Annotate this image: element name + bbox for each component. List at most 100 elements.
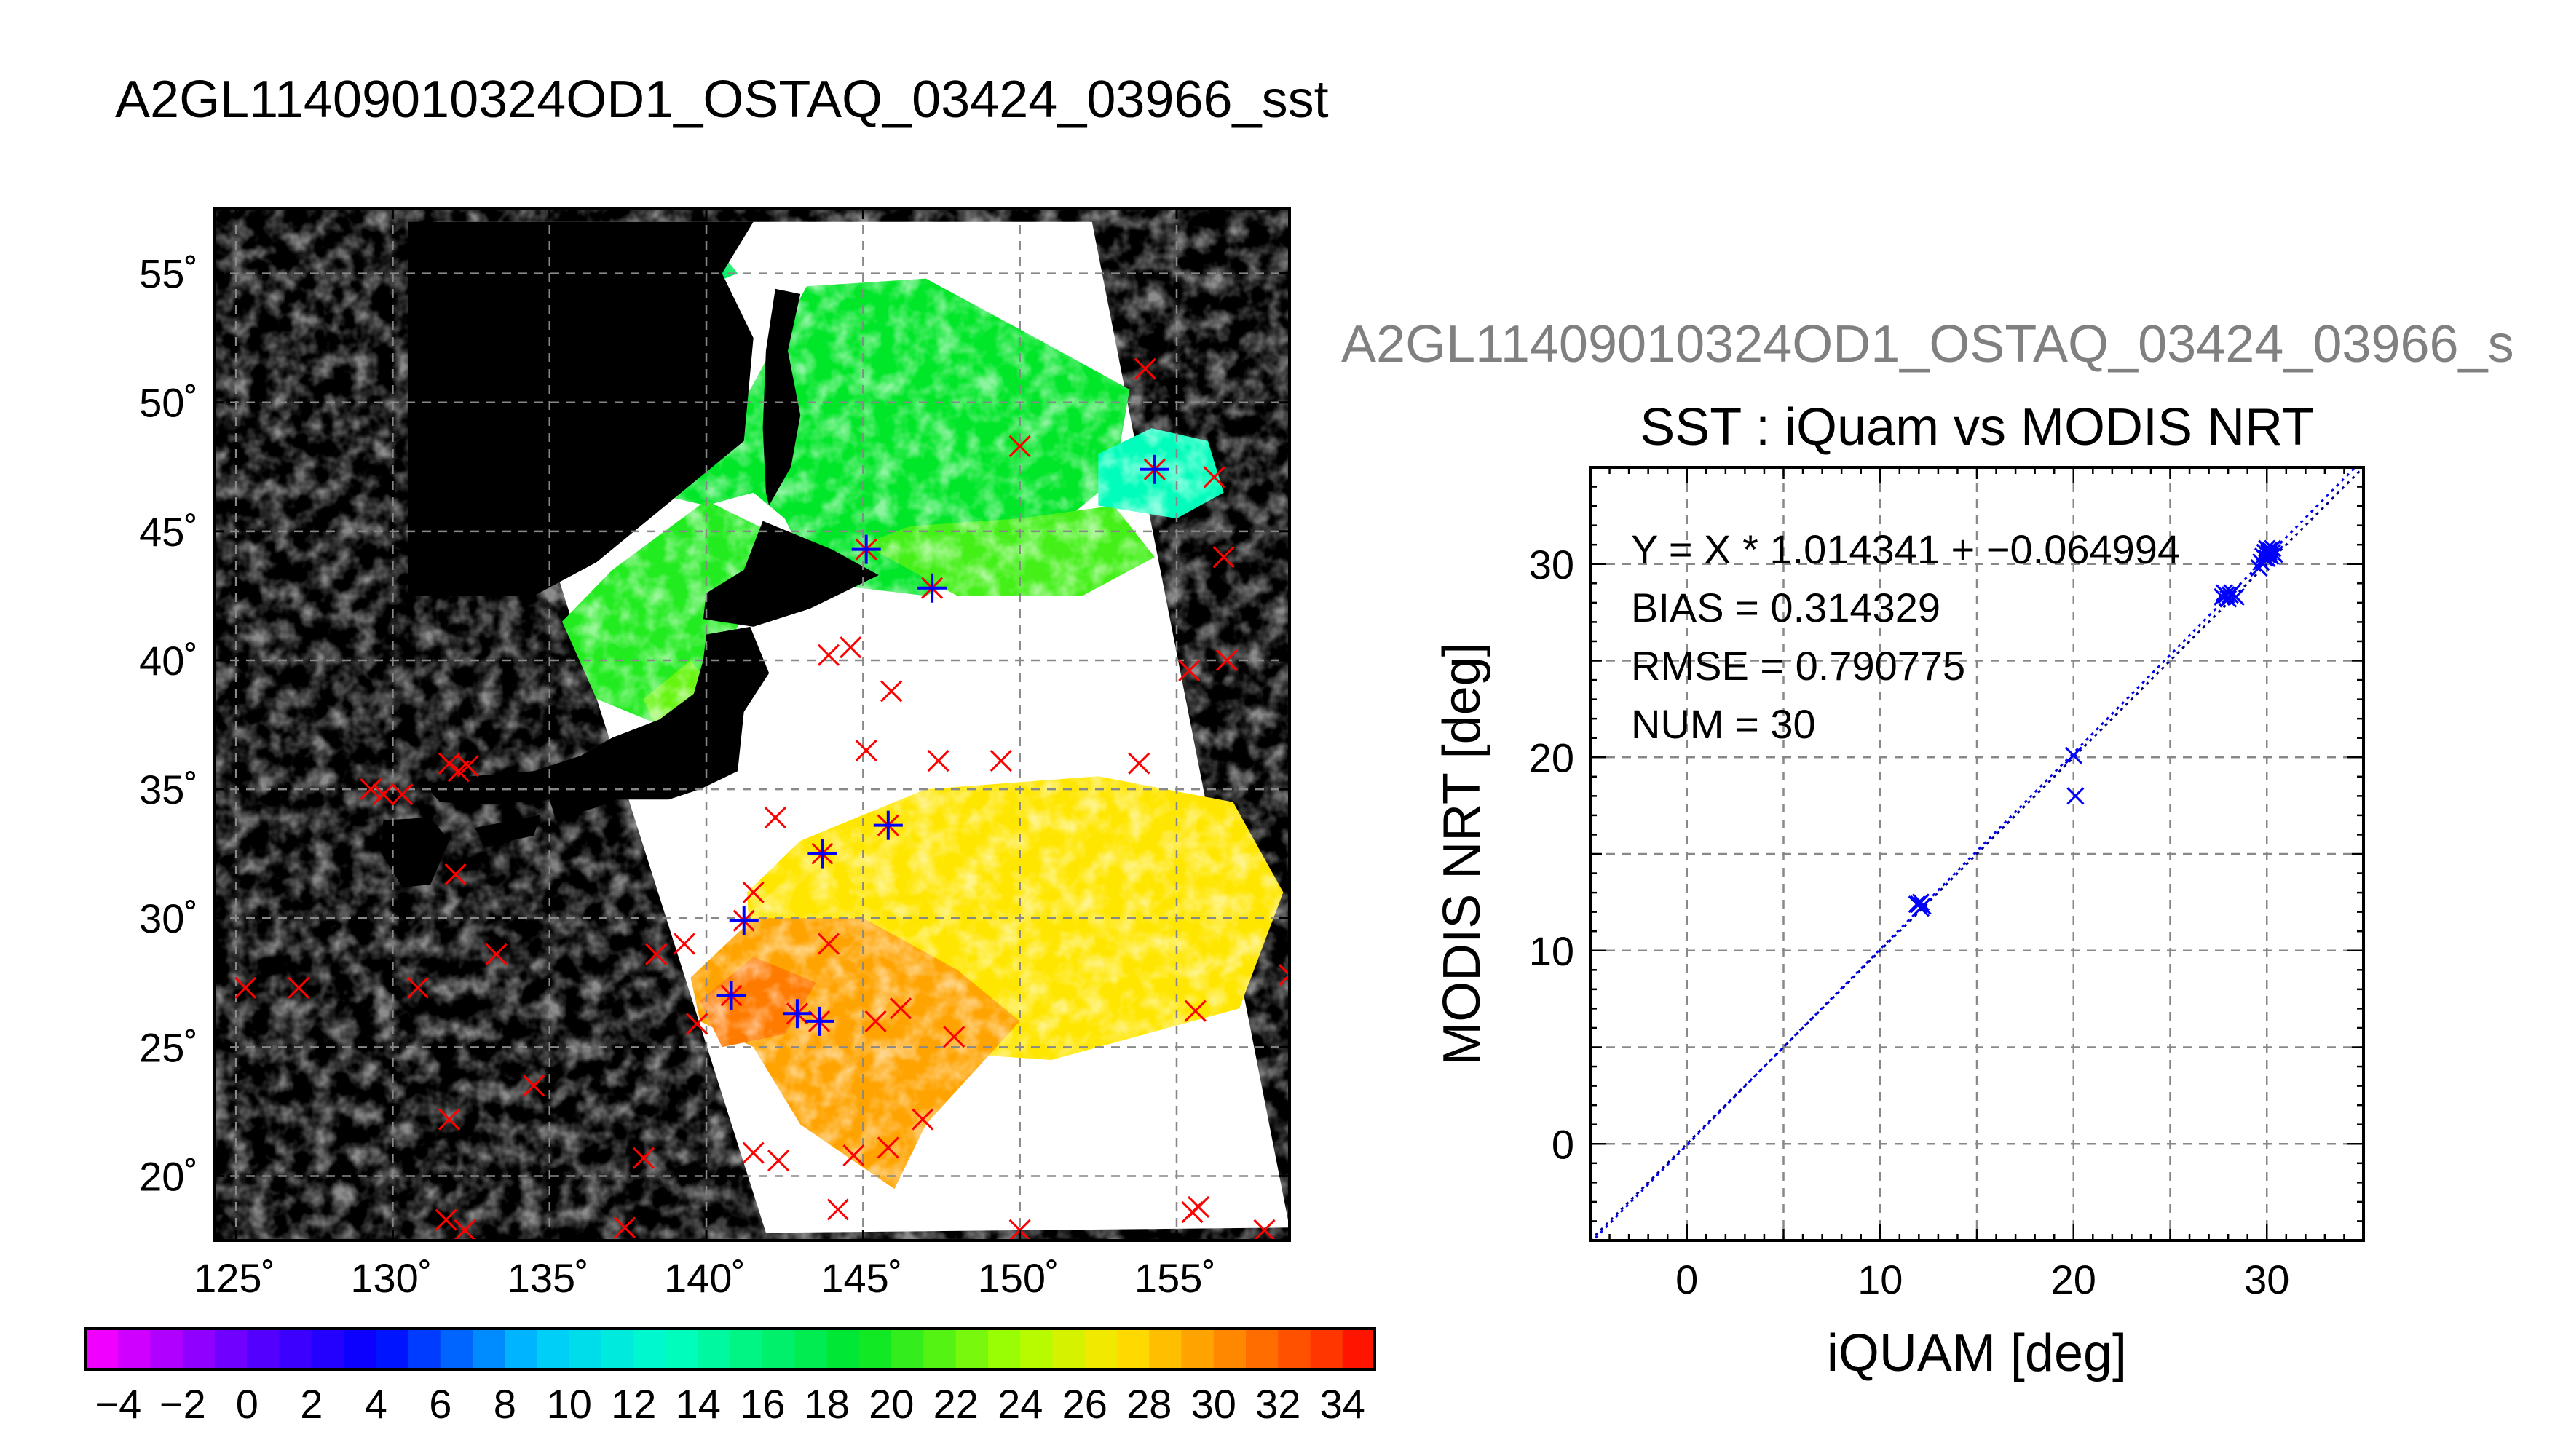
colorbar-cell <box>247 1329 280 1369</box>
scatter-point <box>2064 746 2082 764</box>
iquam-marker <box>673 933 695 955</box>
x-tick-label: 30 <box>2244 1257 2289 1302</box>
iquam-marker <box>686 1013 708 1035</box>
matched-marker <box>729 906 759 935</box>
lon-tick-label: 140˚ <box>664 1255 746 1301</box>
iquam-marker <box>234 976 257 999</box>
iquam-marker <box>912 1108 934 1131</box>
colorbar-tick-label: 30 <box>1191 1381 1236 1427</box>
iquam-marker <box>360 778 382 801</box>
colorbar-tick-label: 2 <box>300 1381 323 1427</box>
stats-line: NUM = 30 <box>1631 701 1816 747</box>
colorbar-cell <box>859 1329 892 1369</box>
matched-marker <box>851 534 881 564</box>
y-axis-label: MODIS NRT [deg] <box>1433 642 1491 1066</box>
iquam-marker <box>438 752 461 775</box>
scatter-ticks <box>1589 466 2365 1242</box>
colorbar-cell <box>826 1329 860 1369</box>
iquam-marker <box>454 1219 476 1241</box>
colorbar-cell <box>118 1329 151 1369</box>
colorbar-cell <box>150 1329 183 1369</box>
iquam-marker <box>842 1144 865 1167</box>
iquam-marker <box>1134 357 1156 380</box>
iquam-marker <box>826 1198 849 1221</box>
matched-markers <box>716 454 1169 1036</box>
colorbar-cell <box>1084 1329 1118 1369</box>
colorbar-tick-label: 12 <box>611 1381 656 1427</box>
colorbar-cell <box>86 1329 119 1369</box>
lat-tick-label: 25˚ <box>139 1024 198 1070</box>
cloud-texture <box>214 209 1290 1241</box>
iquam-marker <box>840 636 862 659</box>
iquam-marker <box>742 881 765 903</box>
colorbar-cell <box>505 1329 538 1369</box>
lat-tick-label: 50˚ <box>139 380 198 426</box>
lon-tick-label: 125˚ <box>194 1255 275 1301</box>
colorbar-cell <box>569 1329 602 1369</box>
iquam-marker <box>1278 964 1290 986</box>
matched-marker <box>917 573 947 603</box>
colorbar-cell <box>698 1329 731 1369</box>
colorbar-cell <box>376 1329 409 1369</box>
iquam-marker <box>943 1026 965 1048</box>
scatter-tick-labels: 0 10 20 30 0 10 20 30 <box>1529 542 2290 1302</box>
iquam-marker <box>444 863 467 886</box>
colorbar-cell <box>279 1329 312 1369</box>
scatter-point <box>2259 543 2278 561</box>
colorbar-tick-label: 16 <box>740 1381 785 1427</box>
iquam-marker <box>1008 435 1031 457</box>
y-tick-label: 30 <box>1529 542 1574 587</box>
colorbar-tick-label: 4 <box>365 1381 387 1427</box>
colorbar-tick-label: −4 <box>95 1381 141 1427</box>
iquam-marker <box>742 1142 765 1164</box>
lat-tick-label: 45˚ <box>139 509 198 555</box>
scatter-plot: SST : iQuam vs MODIS NRT 0 10 20 300102030 … <box>1433 398 2365 1382</box>
colorbar-cell <box>633 1329 667 1369</box>
lon-tick-label: 145˚ <box>821 1255 902 1301</box>
colorbar-tick-label: 14 <box>676 1381 721 1427</box>
iquam-marker <box>1212 546 1235 569</box>
clipped-figure-title: A2GL11409010324OD1_OSTAQ_03424_03966_s <box>1341 315 2514 373</box>
iquam-marker <box>1203 466 1225 488</box>
scatter-points <box>1908 539 2283 917</box>
iquam-marker <box>645 943 668 965</box>
x-tick-label: 0 <box>1675 1257 1698 1302</box>
iquam-marker <box>767 1150 790 1172</box>
stats-annotation: Y = X * 1.014341 + −0.064994 BIAS = 0.314… <box>1631 526 2180 747</box>
iquam-marker <box>1128 752 1150 775</box>
chart-title: SST : iQuam vs MODIS NRT <box>1640 398 2314 456</box>
iquam-marker <box>990 750 1012 772</box>
colorbar-cell <box>601 1329 634 1369</box>
colorbar-cell <box>923 1329 957 1369</box>
colorbar-cell <box>666 1329 699 1369</box>
scatter-gridlines <box>1590 467 2364 1241</box>
colorbar-cells <box>86 1329 1375 1369</box>
colorbar-cell <box>1020 1329 1054 1369</box>
iquam-marker <box>288 976 310 999</box>
colorbar-tick-label: 18 <box>805 1381 850 1427</box>
colorbar-tick-label: 32 <box>1255 1381 1300 1427</box>
colorbar-cell <box>1181 1329 1215 1369</box>
map-ticks <box>214 209 1290 1241</box>
iquam-marker <box>438 1108 461 1131</box>
colorbar-frame <box>84 1327 1376 1371</box>
colorbar-cell <box>473 1329 505 1369</box>
stats-line: BIAS = 0.314329 <box>1631 585 1940 630</box>
land-mass-5 <box>474 815 540 846</box>
iquam-marker <box>877 1136 899 1159</box>
figure-title: A2GL11409010324OD1_OSTAQ_03424_03966_sst <box>115 71 1329 129</box>
lon-tick-label: 150˚ <box>978 1255 1059 1301</box>
iquam-marker <box>855 739 877 761</box>
iquam-marker <box>1008 1219 1031 1241</box>
iquam-marker <box>880 680 903 703</box>
lat-tick-label: 35˚ <box>139 767 198 812</box>
scatter-point <box>1911 893 1930 911</box>
matched-marker <box>1140 454 1169 484</box>
land-mass-1 <box>408 221 534 596</box>
iquam-marker <box>523 1075 545 1097</box>
sst-regions <box>214 209 1290 1241</box>
iquam-marker <box>1215 649 1238 671</box>
colorbar-cell <box>1149 1329 1182 1369</box>
sst-map: 125˚ 130˚ 135˚ 140˚ 145˚ 150˚ 155˚ 20˚ 25˚ 30˚ 35˚… <box>139 207 1291 1301</box>
colorbar-cell <box>182 1329 216 1369</box>
